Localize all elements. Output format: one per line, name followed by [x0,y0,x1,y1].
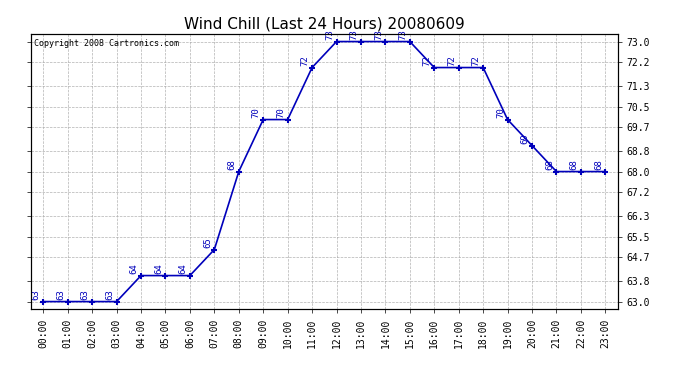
Text: 68: 68 [569,159,578,170]
Text: 73: 73 [325,29,334,40]
Text: 63: 63 [32,290,41,300]
Text: 68: 68 [227,159,236,170]
Text: 68: 68 [545,159,554,170]
Text: 72: 72 [472,56,481,66]
Text: 63: 63 [81,290,90,300]
Text: 65: 65 [203,237,212,248]
Text: 70: 70 [276,107,285,118]
Text: 64: 64 [130,263,139,274]
Text: 72: 72 [423,56,432,66]
Text: 70: 70 [496,107,505,118]
Text: 73: 73 [374,29,383,40]
Text: 64: 64 [154,263,163,274]
Text: 63: 63 [57,290,66,300]
Text: 72: 72 [301,56,310,66]
Text: 63: 63 [105,290,114,300]
Text: 68: 68 [594,159,603,170]
Text: 73: 73 [398,29,407,40]
Text: Wind Chill (Last 24 Hours) 20080609: Wind Chill (Last 24 Hours) 20080609 [184,17,464,32]
Text: 64: 64 [179,263,188,274]
Text: 69: 69 [520,134,529,144]
Text: 73: 73 [350,29,359,40]
Text: 70: 70 [252,107,261,118]
Text: Copyright 2008 Cartronics.com: Copyright 2008 Cartronics.com [34,39,179,48]
Text: 72: 72 [447,56,456,66]
